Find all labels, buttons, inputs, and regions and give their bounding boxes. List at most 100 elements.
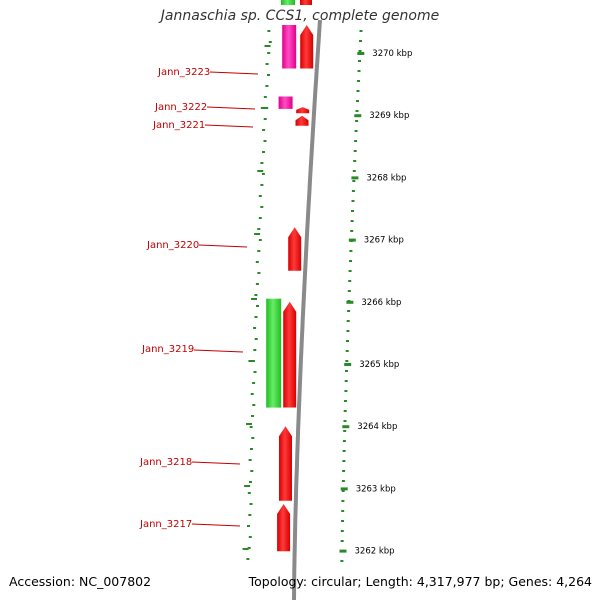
outer-ring-dot (355, 120, 359, 122)
inner-ring-dot (261, 173, 265, 175)
outer-ring-dot (340, 530, 344, 532)
outer-ring-dot (356, 100, 359, 102)
outer-ring-dot (344, 390, 348, 392)
outer-ring-dot (340, 560, 344, 562)
gene-feature-gene (296, 107, 310, 114)
kbp-tick (340, 487, 348, 491)
inner-ring-tick (244, 485, 251, 487)
inner-ring-dot (258, 195, 262, 197)
inner-ring-dot (250, 448, 253, 450)
inner-ring-dot (246, 558, 250, 560)
inner-ring-dot (248, 514, 252, 516)
outer-ring-dot (349, 250, 353, 252)
inner-ring-dot (267, 52, 271, 54)
inner-ring-dot (260, 162, 264, 164)
inner-ring-dot (250, 470, 254, 472)
gene-label-leader-line (191, 461, 241, 465)
kbp-tick (339, 549, 347, 553)
outer-ring-dot (359, 30, 363, 32)
inner-ring-dot (251, 415, 254, 417)
outer-ring-dot (353, 160, 357, 162)
inner-ring-dot (255, 261, 259, 263)
inner-ring-dot (249, 426, 253, 428)
outer-ring-dot (351, 210, 354, 212)
inner-ring-tick (264, 45, 271, 47)
kbp-tick-label: 3263 kbp (356, 484, 396, 494)
inner-ring-dot (252, 404, 256, 406)
inner-ring-dot (265, 85, 269, 87)
inner-ring-dot (253, 327, 257, 329)
inner-ring-dot (260, 184, 264, 186)
gene-label: Jann_3219 (141, 344, 194, 355)
inner-ring-tick (248, 360, 255, 362)
outer-ring-dot (344, 400, 347, 402)
inner-ring-dot (249, 481, 252, 483)
kbp-tick-label: 3269 kbp (369, 111, 409, 121)
outer-ring-dot (345, 370, 348, 372)
outer-ring-dot (343, 420, 347, 422)
outer-ring-dot (342, 470, 346, 472)
inner-ring-dot (247, 525, 250, 527)
outer-ring-dot (355, 110, 359, 112)
outer-ring-dot (356, 90, 360, 92)
inner-ring-dot (253, 349, 257, 351)
kbp-tick (354, 114, 362, 118)
inner-ring-dot (249, 503, 253, 505)
gene-label-leader-line (206, 106, 256, 110)
inner-ring-dot (254, 294, 258, 296)
gene-label: Jann_3218 (139, 457, 192, 468)
outer-ring-dot (354, 140, 358, 142)
inner-ring-dot (248, 459, 252, 461)
gene-label-leader-line (209, 71, 259, 75)
outer-ring-dot (342, 460, 346, 462)
outer-ring-dot (350, 230, 354, 232)
outer-ring-dot (353, 150, 357, 152)
outer-ring-dot (342, 440, 346, 442)
gene-feature-cds (282, 25, 297, 69)
outer-ring-dot (347, 290, 351, 292)
inner-ring-dot (263, 140, 267, 142)
inner-ring-dot (263, 118, 267, 120)
accession-text: Accession: NC_007802 (9, 574, 152, 589)
inner-ring-dot (258, 217, 262, 219)
inner-ring-dot (247, 547, 251, 549)
inner-ring-dot (257, 272, 261, 274)
kbp-tick (344, 363, 352, 366)
inner-ring-dot (262, 129, 266, 131)
outer-ring-dot (359, 40, 362, 42)
outer-ring-dot (348, 280, 352, 282)
inner-ring-dot (260, 206, 264, 208)
inner-ring-dot (267, 74, 270, 76)
outer-ring-dot (343, 430, 347, 432)
kbp-tick-label: 3264 kbp (357, 422, 397, 432)
gene-feature-gene (300, 0, 312, 5)
kbp-tick (357, 52, 365, 55)
outer-ring-dot (350, 220, 354, 222)
outer-ring-dot (348, 270, 352, 272)
kbp-tick-label: 3266 kbp (361, 298, 401, 308)
topology-text: Topology: circular; Length: 4,317,977 bp… (248, 574, 592, 589)
inner-ring-dot (251, 437, 255, 439)
inner-ring-tick (257, 170, 264, 172)
kbp-tick (348, 238, 356, 242)
inner-ring-tick (251, 298, 257, 300)
outer-ring-dot (346, 330, 350, 332)
gene-feature-gene (279, 426, 292, 501)
outer-ring-dot (342, 450, 346, 452)
outer-ring-dot (358, 50, 362, 52)
outer-ring-dot (344, 380, 348, 382)
outer-ring-dot (352, 170, 356, 172)
inner-ring-dot (247, 492, 251, 494)
gene-feature-rna (281, 0, 295, 5)
kbp-tick (342, 425, 350, 429)
gene-label: Jann_3217 (139, 519, 192, 530)
gene-label: Jann_3220 (146, 240, 199, 251)
outer-ring-dot (341, 500, 345, 502)
outer-ring-dot (349, 260, 352, 262)
outer-ring-dot (357, 80, 360, 82)
inner-ring-dot (254, 338, 258, 340)
inner-ring-dot (263, 96, 267, 98)
gene-feature-gene (288, 227, 302, 271)
gene-feature-gene (277, 504, 291, 552)
